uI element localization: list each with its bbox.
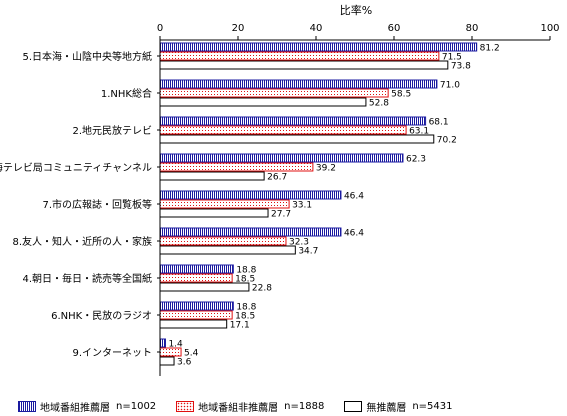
legend-n-recommend: n=1002 bbox=[116, 400, 157, 412]
bar-nonrecommend bbox=[159, 273, 233, 283]
bar-recommend bbox=[159, 264, 234, 274]
bar-nonrecommend bbox=[159, 310, 233, 320]
bar-nonrecommend bbox=[159, 125, 407, 135]
bar-nonrecommend bbox=[159, 88, 389, 98]
data-label-none: 3.6 bbox=[177, 358, 192, 368]
x-tick-label: 100 bbox=[540, 23, 559, 34]
legend-item-nonrecommend: 地域番組非推薦層 n=1888 bbox=[176, 399, 324, 414]
data-label-nonrecommend: 18.5 bbox=[235, 275, 255, 285]
data-label-recommend: 18.8 bbox=[236, 266, 256, 276]
data-label-nonrecommend: 32.3 bbox=[289, 238, 309, 248]
data-label-nonrecommend: 58.5 bbox=[391, 90, 411, 100]
legend-item-recommend: 地域番組推薦層 n=1002 bbox=[18, 399, 156, 414]
bar-none bbox=[159, 97, 367, 107]
legend: 地域番組推薦層 n=1002 地域番組非推薦層 n=1888 無推薦層 n=54… bbox=[18, 398, 563, 414]
category-label: 8.友人・知人・近所の人・家族 bbox=[12, 235, 152, 248]
x-tick-label: 20 bbox=[232, 23, 245, 34]
data-label-nonrecommend: 71.5 bbox=[442, 53, 462, 63]
data-label-none: 73.8 bbox=[451, 62, 471, 72]
data-label-recommend: 1.4 bbox=[168, 340, 183, 350]
bar-nonrecommend bbox=[159, 199, 290, 209]
data-label-nonrecommend: 39.2 bbox=[316, 164, 336, 174]
data-label-nonrecommend: 33.1 bbox=[292, 201, 312, 211]
data-label-recommend: 68.1 bbox=[429, 118, 449, 128]
bar-recommend bbox=[159, 42, 478, 52]
data-label-recommend: 18.8 bbox=[236, 303, 256, 313]
legend-swatch-recommend bbox=[18, 400, 36, 412]
bar-nonrecommend bbox=[159, 51, 440, 61]
bar-recommend bbox=[159, 338, 166, 348]
bar-none bbox=[159, 282, 250, 292]
data-label-recommend: 46.4 bbox=[344, 192, 364, 202]
category-label: 6.NHK・民放のラジオ bbox=[51, 309, 152, 322]
category-label: 9.インターネット bbox=[72, 347, 152, 359]
legend-n-nonrecommend: n=1888 bbox=[284, 400, 325, 412]
x-axis-title: 比率% bbox=[340, 3, 372, 17]
bar-nonrecommend bbox=[159, 347, 182, 357]
bar-recommend bbox=[159, 227, 342, 237]
data-label-none: 70.2 bbox=[437, 136, 457, 146]
x-tick-label: 40 bbox=[310, 23, 323, 34]
category-label: 3.中海テレビ局コミュニティチャンネル bbox=[0, 161, 152, 174]
category-label: 2.地元民放テレビ bbox=[72, 124, 152, 137]
bar-recommend bbox=[159, 190, 342, 200]
bar-recommend bbox=[159, 116, 427, 126]
data-label-recommend: 62.3 bbox=[406, 155, 426, 165]
data-label-none: 27.7 bbox=[271, 210, 291, 220]
bar-recommend bbox=[159, 301, 234, 311]
data-label-nonrecommend: 18.5 bbox=[235, 312, 255, 322]
legend-swatch-none bbox=[344, 400, 363, 412]
bar-nonrecommend bbox=[159, 236, 287, 246]
category-label: 1.NHK総合 bbox=[101, 87, 152, 100]
legend-item-none: 無推薦層 n=5431 bbox=[344, 399, 453, 414]
legend-label-recommend: 地域番組推薦層 bbox=[40, 402, 110, 414]
legend-swatch-nonrecommend bbox=[176, 400, 195, 412]
x-tick-label: 80 bbox=[466, 23, 479, 34]
bar-recommend bbox=[159, 153, 404, 163]
category-label: 5.日本海・山陰中央等地方紙 bbox=[22, 50, 152, 63]
data-label-recommend: 71.0 bbox=[440, 81, 460, 91]
data-label-none: 52.8 bbox=[369, 99, 389, 109]
bar-none bbox=[159, 134, 435, 144]
legend-label-none: 無推薦層 bbox=[366, 402, 407, 414]
category-label: 4.朝日・毎日・読売等全国紙 bbox=[22, 272, 152, 285]
x-tick-label: 0 bbox=[157, 23, 163, 34]
data-label-none: 17.1 bbox=[230, 321, 250, 331]
data-label-recommend: 81.2 bbox=[480, 44, 500, 54]
bar-none bbox=[159, 319, 228, 329]
legend-n-none: n=5431 bbox=[412, 400, 453, 412]
data-label-none: 34.7 bbox=[298, 247, 318, 257]
bar-nonrecommend bbox=[159, 162, 314, 172]
bar-none bbox=[159, 208, 269, 218]
bar-recommend bbox=[159, 79, 438, 89]
bar-none bbox=[159, 60, 449, 70]
data-label-nonrecommend: 5.4 bbox=[184, 349, 199, 359]
x-tick-label: 60 bbox=[388, 23, 401, 34]
data-label-none: 22.8 bbox=[252, 284, 272, 294]
bar-none bbox=[159, 245, 296, 255]
legend-label-nonrecommend: 地域番組非推薦層 bbox=[198, 402, 279, 414]
category-label: 7.市の広報誌・回覧板等 bbox=[42, 198, 152, 211]
data-label-nonrecommend: 63.1 bbox=[409, 127, 429, 137]
bar-none bbox=[159, 356, 175, 366]
bar-none bbox=[159, 171, 265, 181]
data-label-recommend: 46.4 bbox=[344, 229, 364, 239]
data-label-none: 26.7 bbox=[267, 173, 287, 183]
